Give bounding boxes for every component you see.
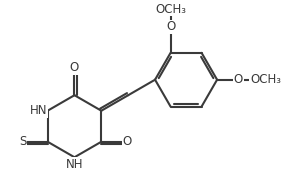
Text: HN: HN <box>29 104 47 117</box>
Text: O: O <box>70 62 79 74</box>
Text: NH: NH <box>66 158 83 171</box>
Text: OCH₃: OCH₃ <box>155 3 186 16</box>
Text: O: O <box>122 135 131 148</box>
Text: OCH₃: OCH₃ <box>250 73 281 86</box>
Text: S: S <box>20 135 27 148</box>
Text: O: O <box>166 20 175 33</box>
Text: O: O <box>234 73 243 86</box>
